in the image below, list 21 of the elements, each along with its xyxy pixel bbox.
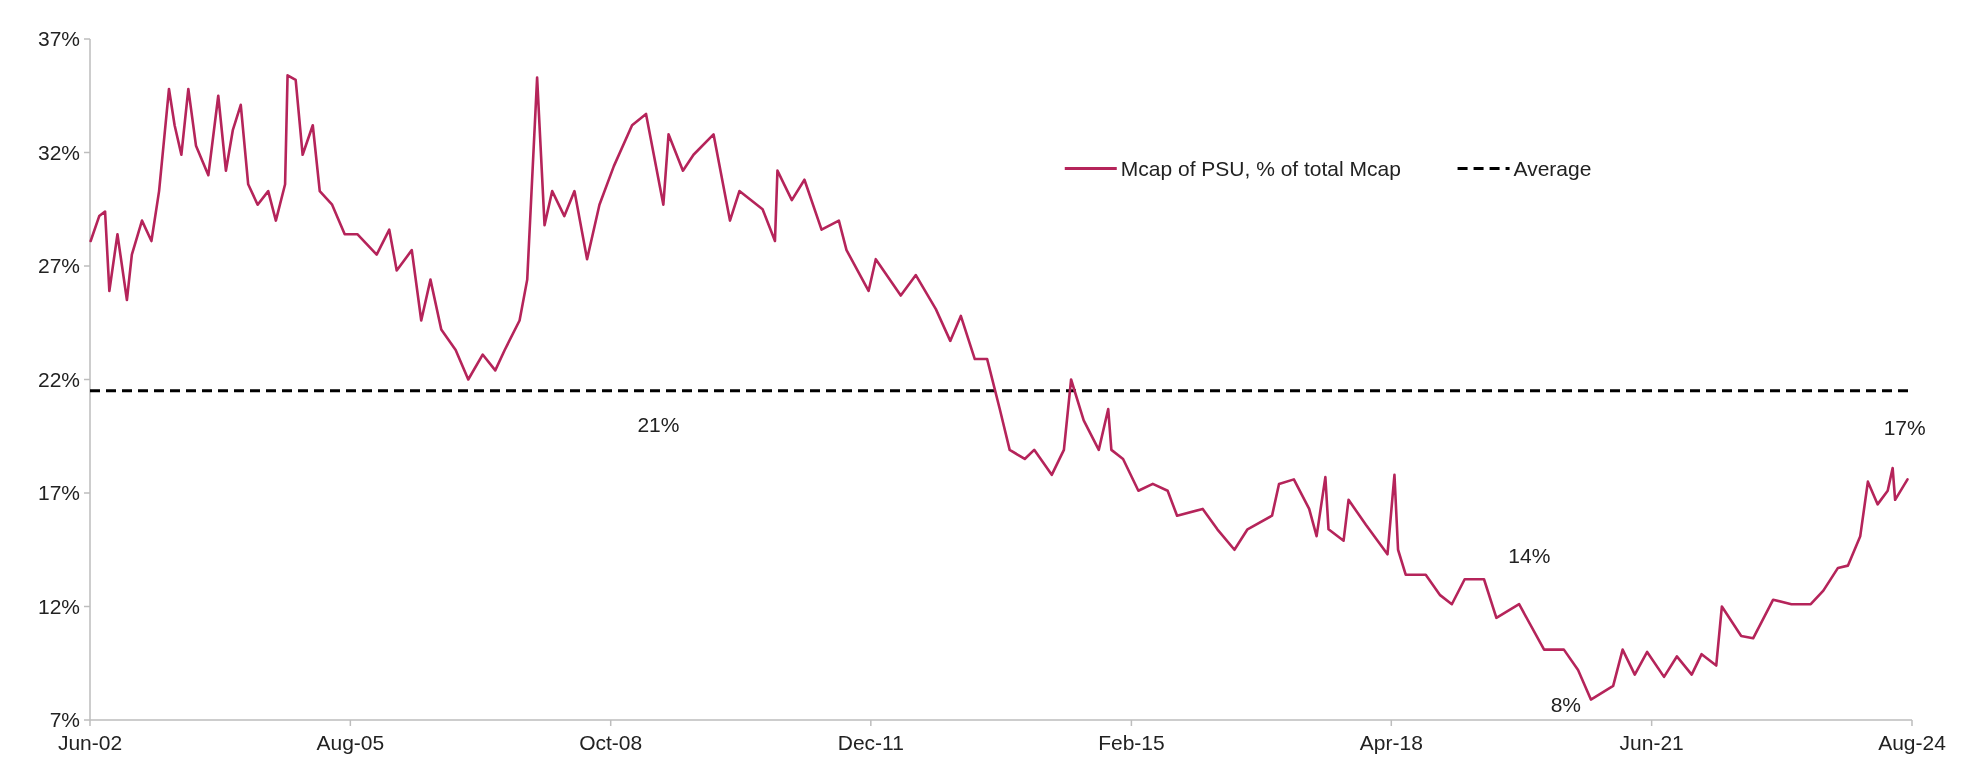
y-tick-label: 37% [37, 27, 80, 51]
annotation: 14% [1508, 543, 1551, 567]
x-tick-label: Jun-02 [57, 731, 123, 754]
annotation: 17% [1883, 416, 1926, 440]
y-tick-label: 32% [37, 140, 80, 164]
x-tick-label: Aug-24 [1878, 731, 1947, 754]
y-tick-label: 22% [37, 367, 80, 391]
x-tick-label: Jun-21 [1619, 731, 1684, 754]
x-tick-label: Oct-08 [579, 731, 643, 754]
legend-label: Mcap of PSU, % of total Mcap [1120, 156, 1401, 180]
y-tick-label: 17% [37, 481, 80, 505]
legend-label: Average [1513, 156, 1592, 180]
x-tick-label: Aug-05 [316, 731, 385, 754]
annotation: 8% [1550, 693, 1581, 717]
y-tick-label: 12% [37, 594, 80, 618]
x-tick-label: Dec-11 [837, 731, 904, 754]
x-tick-label: Feb-15 [1098, 731, 1165, 754]
annotation: 21% [637, 413, 680, 437]
x-tick-label: Apr-18 [1359, 731, 1423, 754]
y-tick-label: 7% [49, 708, 80, 732]
y-tick-label: 27% [37, 254, 80, 278]
